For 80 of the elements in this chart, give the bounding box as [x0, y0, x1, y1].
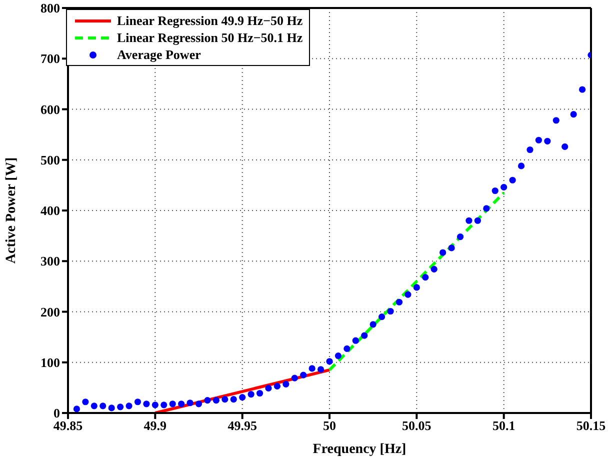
y-axis-title: Active Power [W]	[4, 157, 19, 264]
point	[326, 358, 333, 365]
point	[413, 284, 420, 291]
point	[404, 291, 412, 298]
legend-label: Linear Regression 50 Hz−50.1 Hz	[117, 29, 303, 46]
point	[483, 205, 490, 212]
point	[492, 187, 498, 194]
x-axis-title: Frequency [Hz]	[312, 442, 406, 457]
y-tick-label: 700	[40, 51, 60, 66]
y-tick-label: 800	[40, 0, 60, 16]
point	[222, 396, 228, 403]
point	[387, 308, 394, 315]
y-tick-label: 400	[40, 203, 60, 218]
point	[100, 402, 106, 410]
point	[73, 406, 80, 412]
x-tick-label: 49.95	[228, 418, 258, 434]
point	[160, 402, 168, 408]
y-tick-label: 300	[40, 254, 60, 269]
point	[274, 382, 280, 390]
x-tick-label: 50.05	[402, 418, 432, 434]
x-tick-label: 50	[323, 418, 336, 434]
point	[334, 352, 342, 360]
x-tick-label: 50.1	[492, 418, 516, 434]
y-tick-label: 500	[40, 152, 60, 168]
point	[518, 162, 525, 170]
point	[212, 397, 220, 404]
x-tick-label: 49.9	[144, 418, 168, 434]
point	[117, 404, 124, 410]
point	[361, 332, 368, 339]
point	[169, 400, 176, 408]
point	[466, 217, 472, 224]
point	[509, 176, 516, 184]
point	[352, 337, 359, 344]
point	[570, 111, 577, 118]
point	[370, 321, 376, 328]
point	[562, 143, 568, 150]
point	[430, 266, 438, 273]
point	[230, 396, 237, 403]
y-tick-label: 0	[54, 406, 60, 421]
point	[195, 400, 202, 408]
point	[134, 398, 142, 406]
point	[440, 249, 446, 256]
point	[526, 146, 534, 154]
point	[90, 402, 98, 410]
y-tick-label: 100	[40, 354, 60, 370]
point	[317, 366, 324, 373]
point	[500, 184, 508, 191]
point	[300, 372, 307, 378]
point	[422, 274, 429, 281]
point	[204, 397, 211, 404]
x-tick-label: 49.85	[53, 418, 84, 434]
y-tick-label: 200	[40, 304, 60, 320]
point	[178, 400, 185, 408]
point	[248, 390, 254, 398]
point	[291, 374, 298, 382]
point	[239, 394, 246, 401]
point	[143, 400, 150, 408]
point	[552, 117, 560, 124]
legend-label: Linear Regression 49.9 Hz−50 Hz	[117, 12, 303, 29]
point	[535, 136, 542, 144]
point	[396, 298, 403, 306]
point	[308, 365, 316, 372]
point	[282, 380, 290, 388]
point	[108, 404, 115, 412]
point	[186, 400, 194, 406]
point	[378, 314, 386, 320]
point	[456, 234, 464, 240]
x-tick-label: 50.15	[576, 418, 606, 434]
legend-label: Average Power	[117, 46, 201, 63]
point	[448, 244, 455, 252]
point	[256, 390, 264, 397]
point	[126, 402, 132, 410]
point	[152, 402, 158, 408]
point	[578, 86, 586, 93]
point	[474, 217, 481, 224]
point	[265, 384, 272, 392]
point	[82, 398, 89, 406]
y-tick-label: 600	[40, 102, 60, 117]
point	[544, 138, 551, 144]
point	[344, 345, 350, 352]
